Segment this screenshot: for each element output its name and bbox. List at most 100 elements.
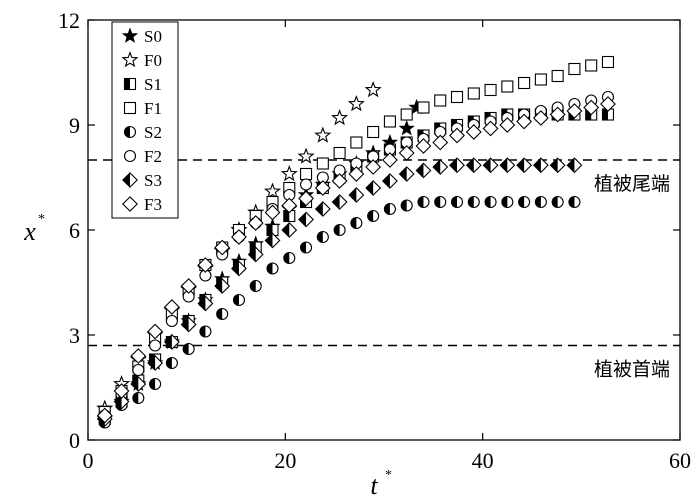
data-point [216, 307, 229, 321]
data-point [231, 229, 247, 245]
data-point [149, 339, 162, 352]
data-point [249, 279, 262, 293]
data-point [147, 355, 164, 371]
axis-ticks: 0 20 40 60 0 3 6 9 12 [58, 8, 691, 473]
data-point [566, 157, 583, 174]
data-point [281, 197, 298, 214]
y-tick-label: 3 [69, 323, 80, 348]
data-point [532, 110, 549, 126]
data-point [314, 126, 332, 143]
data-point [333, 223, 346, 237]
data-point [132, 391, 145, 405]
data-point [482, 157, 499, 174]
data-point [266, 262, 279, 275]
y-tick-label: 9 [69, 113, 80, 138]
data-point [316, 157, 329, 170]
x-axis-label: t * [370, 468, 392, 500]
data-point [348, 187, 365, 203]
data-point [298, 211, 314, 228]
data-point [350, 216, 363, 230]
data-point [263, 182, 282, 199]
data-point [247, 215, 264, 231]
data-point [482, 120, 499, 137]
legend-marker [123, 77, 137, 91]
legend-marker [121, 50, 139, 68]
data-point [383, 115, 396, 128]
data-point [381, 152, 398, 168]
data-point [331, 173, 348, 189]
data-point [316, 230, 329, 244]
legend-marker [123, 149, 137, 163]
data-point [417, 195, 430, 209]
reference-line-label: 植被尾端 [594, 173, 670, 195]
data-point [147, 323, 164, 340]
data-point [365, 159, 382, 175]
data-point [551, 69, 564, 83]
x-tick-label: 60 [669, 448, 691, 473]
x-tick-label: 0 [83, 448, 94, 473]
data-point [432, 134, 449, 151]
data-point [331, 194, 348, 210]
data-point [364, 80, 382, 98]
data-point [214, 278, 231, 294]
data-point [280, 164, 298, 182]
data-point [585, 59, 598, 72]
data-point [465, 124, 482, 140]
data-point [400, 108, 413, 121]
data-point [568, 62, 581, 76]
legend-label: S2 [144, 123, 162, 142]
data-point [165, 356, 178, 370]
data-point [518, 195, 531, 209]
y-tick-label: 0 [69, 428, 80, 453]
data-point [165, 314, 178, 328]
y-tick-label: 12 [58, 8, 80, 33]
data-point [434, 195, 447, 209]
data-point [299, 167, 313, 181]
data-point [163, 334, 180, 350]
legend-marker [123, 101, 137, 115]
data-point [197, 295, 214, 312]
data-point [398, 119, 415, 136]
data-point [583, 99, 600, 116]
data-point [247, 246, 264, 263]
x-tick-label: 20 [274, 448, 296, 473]
data-point [549, 106, 566, 123]
legend-label: F2 [144, 147, 162, 166]
data-point [450, 195, 464, 209]
data-point [333, 146, 346, 160]
data-point [350, 136, 363, 149]
legend-label: F3 [144, 195, 162, 214]
data-point [180, 278, 197, 294]
data-point [232, 293, 246, 307]
data-point [398, 145, 415, 161]
data-point [400, 199, 413, 212]
data-point [130, 348, 147, 364]
data-point [551, 195, 564, 209]
data-point [96, 407, 113, 424]
data-point [450, 90, 464, 104]
data-point [132, 363, 145, 377]
legend-marker [122, 196, 138, 212]
series-s2 [98, 195, 581, 429]
y-axis-label: x * [23, 212, 45, 246]
data-point [499, 157, 516, 174]
data-point [197, 257, 214, 273]
data-point [113, 383, 130, 399]
data-point [516, 113, 533, 130]
data-point [367, 209, 380, 223]
legend-label: F0 [144, 51, 162, 70]
y-tick-label: 6 [69, 218, 80, 243]
data-point [600, 96, 616, 112]
data-point [149, 377, 162, 391]
data-point [365, 180, 382, 196]
data-point [467, 195, 480, 209]
data-point [532, 157, 549, 174]
data-point [534, 73, 547, 86]
data-point [297, 147, 315, 164]
data-point [383, 202, 396, 216]
x-tick-label: 40 [472, 448, 494, 473]
data-point [314, 180, 331, 196]
data-point [283, 251, 296, 265]
x-axis-label-sup: * [385, 468, 392, 483]
